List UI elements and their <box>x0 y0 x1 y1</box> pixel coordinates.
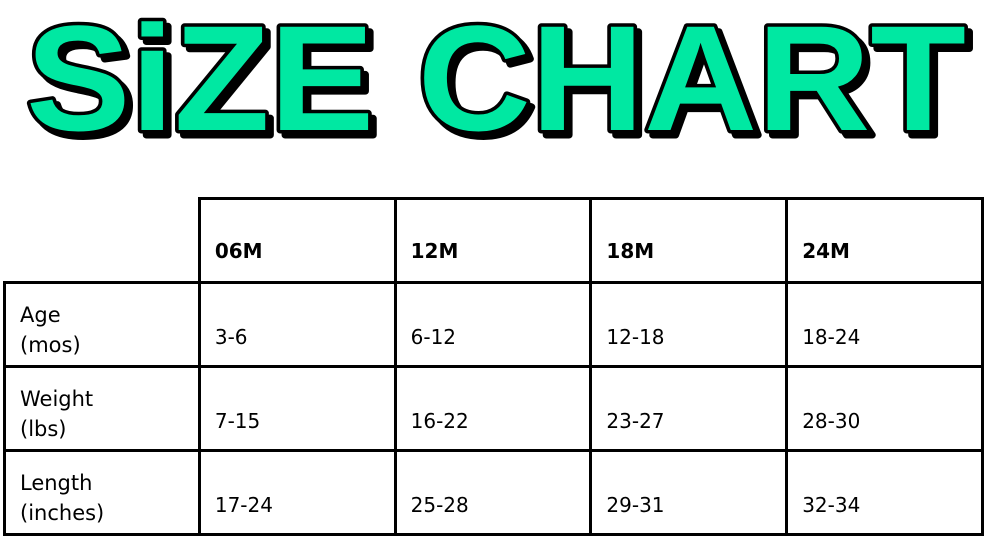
corner-cell <box>4 198 201 284</box>
table-cell: 32-34 <box>785 449 984 536</box>
table-cell: 3-6 <box>197 281 397 368</box>
table-row: Length (inches) 17-24 25-28 29-31 32-34 <box>3 449 984 536</box>
table-cell: 29-31 <box>589 449 789 536</box>
table-cell: 18-24 <box>785 281 984 368</box>
table-row: Age (mos) 3-6 6-12 12-18 18-24 <box>3 281 984 368</box>
row-header: Length (inches) <box>3 449 201 536</box>
row-label: Age <box>20 303 61 327</box>
header-row: 06M 12M 18M 24M <box>4 197 984 284</box>
table-cell: 28-30 <box>785 365 984 452</box>
row-unit: (mos) <box>20 333 81 357</box>
row-header: Age (mos) <box>3 281 201 368</box>
column-header: 12M <box>393 197 593 284</box>
table-cell: 12-18 <box>589 281 789 368</box>
table-cell: 16-22 <box>393 365 593 452</box>
table-cell: 7-15 <box>197 365 397 452</box>
row-label: Weight <box>20 387 94 411</box>
table-row: Weight (lbs) 7-15 16-22 23-27 28-30 <box>3 365 984 452</box>
row-unit: (inches) <box>20 501 105 525</box>
title-text: SiZE CHART <box>26 0 966 162</box>
table-cell: 6-12 <box>393 281 593 368</box>
row-unit: (lbs) <box>20 417 67 441</box>
row-header: Weight (lbs) <box>3 365 201 452</box>
size-table: 06M 12M 18M 24M Age (mos) 3-6 6-12 12-18 … <box>3 197 984 536</box>
column-header: 18M <box>589 197 789 284</box>
table-cell: 17-24 <box>197 449 397 536</box>
table-cell: 23-27 <box>589 365 789 452</box>
column-header: 06M <box>197 197 397 284</box>
table-cell: 25-28 <box>393 449 593 536</box>
row-label: Length <box>20 471 93 495</box>
size-chart-title: SiZE CHART <box>23 0 970 166</box>
column-header: 24M <box>785 197 984 284</box>
